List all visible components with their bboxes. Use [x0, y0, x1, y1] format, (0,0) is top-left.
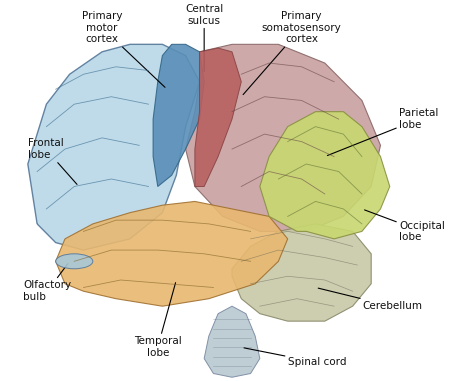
- Text: Spinal cord: Spinal cord: [244, 348, 345, 367]
- Ellipse shape: [56, 254, 93, 269]
- PathPatch shape: [232, 224, 370, 321]
- PathPatch shape: [56, 202, 287, 306]
- Text: Primary
somatosensory
cortex: Primary somatosensory cortex: [243, 11, 341, 94]
- PathPatch shape: [153, 44, 204, 186]
- Text: Parietal
lobe: Parietal lobe: [327, 108, 438, 155]
- Text: Temporal
lobe: Temporal lobe: [134, 283, 181, 358]
- Text: Frontal
lobe: Frontal lobe: [28, 138, 77, 184]
- Text: Olfactory
bulb: Olfactory bulb: [23, 264, 71, 302]
- PathPatch shape: [28, 44, 199, 250]
- PathPatch shape: [259, 112, 389, 239]
- Text: Cerebellum: Cerebellum: [318, 288, 421, 311]
- Text: Primary
motor
cortex: Primary motor cortex: [81, 11, 165, 87]
- PathPatch shape: [185, 44, 380, 231]
- PathPatch shape: [194, 48, 241, 186]
- PathPatch shape: [204, 306, 259, 377]
- Text: Occipital
lobe: Occipital lobe: [364, 210, 444, 242]
- Text: Central
sulcus: Central sulcus: [185, 4, 223, 72]
